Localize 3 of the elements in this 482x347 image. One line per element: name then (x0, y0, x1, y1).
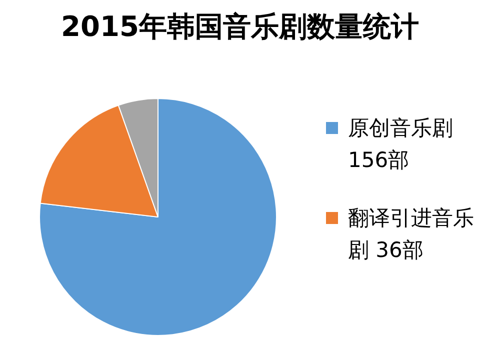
chart-title: 2015年韩国音乐剧数量统计 (60, 9, 420, 45)
legend-label: 原创音乐剧 156部 (348, 115, 454, 174)
legend-label: 翻译引进音乐剧 36部 (348, 205, 475, 264)
